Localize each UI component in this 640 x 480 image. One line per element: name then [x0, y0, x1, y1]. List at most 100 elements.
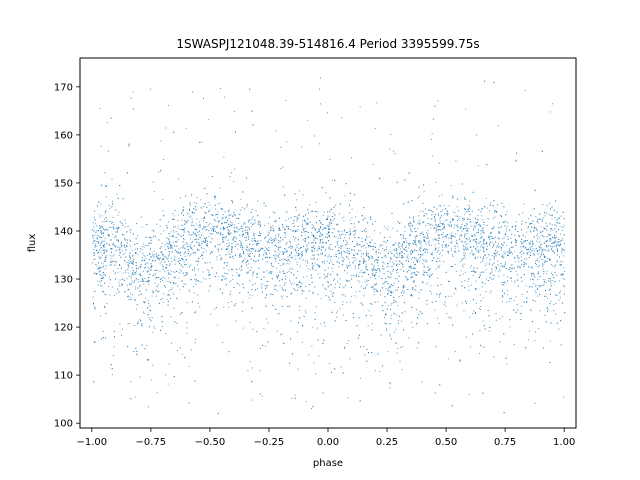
data-point: [96, 280, 98, 282]
data-point: [416, 234, 418, 236]
data-point: [143, 243, 145, 245]
data-point: [104, 260, 106, 262]
data-point: [507, 254, 509, 256]
data-point: [131, 262, 132, 264]
data-point: [94, 246, 96, 248]
data-point: [302, 226, 303, 228]
data-point: [221, 258, 223, 260]
data-point: [104, 218, 106, 220]
data-point: [223, 237, 225, 238]
data-point: [228, 253, 230, 255]
data-point: [417, 261, 418, 263]
data-point: [434, 309, 436, 311]
data-point: [404, 276, 406, 278]
data-point: [538, 245, 540, 247]
data-point: [147, 255, 149, 256]
data-point: [347, 397, 349, 399]
data-point: [543, 280, 545, 282]
data-point: [214, 196, 215, 198]
data-point: [337, 310, 339, 312]
data-point: [358, 250, 360, 252]
data-point: [242, 230, 244, 232]
data-point: [537, 266, 539, 268]
data-point: [139, 266, 141, 268]
data-point: [520, 312, 522, 314]
data-point: [112, 244, 114, 245]
data-point: [255, 210, 257, 211]
data-point: [164, 270, 166, 272]
data-point: [151, 237, 153, 239]
data-point: [466, 246, 468, 248]
data-point: [519, 265, 521, 267]
data-point: [258, 267, 260, 269]
data-point: [339, 308, 341, 310]
data-point: [395, 248, 397, 249]
data-point: [215, 220, 217, 222]
data-point: [343, 314, 345, 316]
data-point: [160, 261, 162, 263]
data-point: [501, 284, 503, 286]
data-point: [489, 241, 491, 243]
data-point: [177, 239, 179, 241]
data-point: [547, 309, 549, 311]
data-point: [208, 269, 210, 271]
data-point: [142, 257, 143, 259]
data-point: [397, 253, 399, 255]
data-point: [361, 285, 362, 287]
data-point: [301, 223, 303, 225]
data-point: [198, 221, 200, 223]
data-point: [484, 283, 486, 285]
data-point: [530, 231, 532, 233]
data-point: [124, 219, 126, 221]
data-point: [220, 207, 222, 209]
data-point: [328, 282, 329, 284]
data-point: [253, 232, 255, 234]
data-point: [363, 245, 365, 246]
data-point: [375, 253, 377, 255]
data-point: [243, 222, 245, 224]
data-point: [99, 249, 101, 251]
data-point: [346, 266, 348, 268]
data-point: [329, 363, 331, 365]
data-point: [133, 258, 134, 260]
data-point: [128, 275, 130, 277]
data-point: [144, 301, 146, 303]
data-point: [371, 329, 373, 331]
data-point: [506, 267, 507, 269]
data-point: [259, 233, 261, 235]
data-point: [183, 231, 185, 233]
data-point: [551, 243, 553, 244]
data-point: [436, 251, 438, 253]
data-point: [164, 277, 166, 279]
data-point: [248, 263, 250, 265]
data-point: [135, 279, 137, 281]
data-point: [430, 227, 432, 229]
data-point: [500, 249, 502, 251]
data-point: [305, 297, 307, 299]
data-point: [335, 256, 337, 257]
data-point: [121, 283, 123, 285]
data-point: [217, 220, 219, 222]
data-point: [208, 271, 210, 273]
data-point: [325, 289, 327, 291]
data-point: [106, 221, 108, 222]
data-point: [326, 233, 328, 235]
data-point: [147, 306, 149, 308]
data-point: [557, 250, 558, 252]
data-point: [441, 255, 443, 257]
data-point: [475, 243, 477, 245]
data-point: [532, 248, 534, 250]
data-point: [173, 231, 175, 233]
data-point: [334, 179, 336, 181]
data-point: [328, 225, 330, 227]
data-point: [509, 248, 511, 249]
data-point: [110, 239, 112, 241]
data-point: [443, 261, 444, 262]
data-point: [563, 267, 565, 269]
data-point: [220, 228, 222, 230]
data-point: [230, 214, 232, 216]
data-point: [402, 237, 404, 239]
data-point: [445, 245, 447, 247]
data-point: [351, 249, 353, 251]
data-point: [229, 214, 231, 216]
